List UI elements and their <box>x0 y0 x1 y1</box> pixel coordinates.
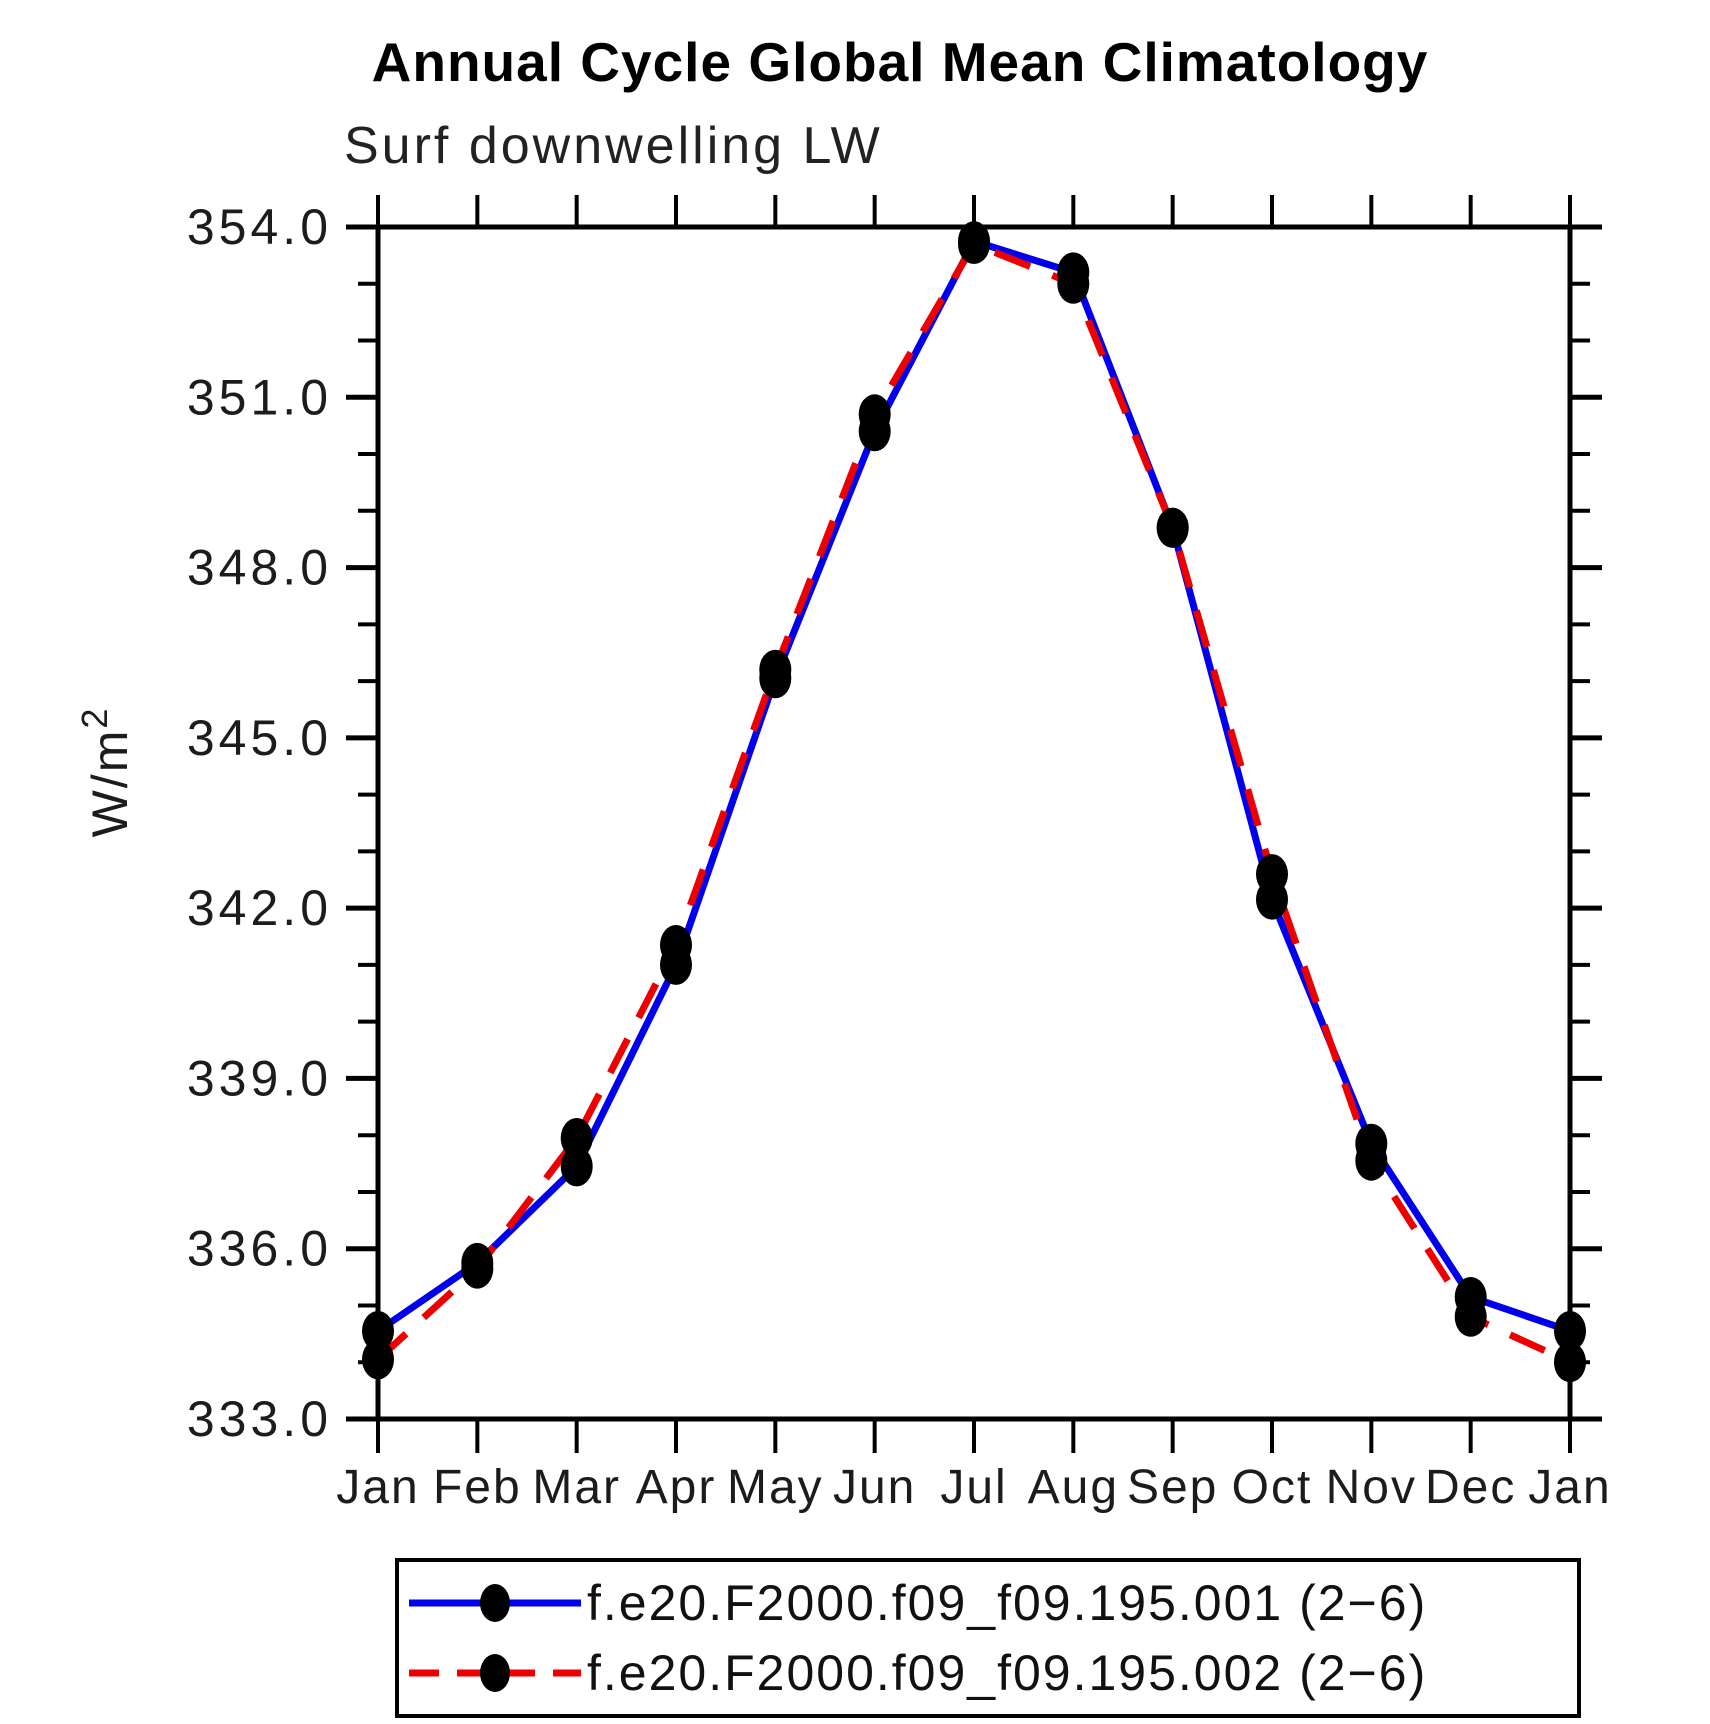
data-point-marker-series-2 <box>560 1118 593 1158</box>
legend-label-series-1: f.e20.F2000.f09_f09.195.001 (2−6) <box>587 1575 1428 1631</box>
data-point-marker-series-2 <box>1057 263 1090 304</box>
x-tick-label: Nov <box>1326 1461 1417 1514</box>
y-axis-label: W/m2 <box>74 707 138 838</box>
data-point-marker-series-2 <box>1554 1342 1586 1383</box>
data-point-marker-series-1 <box>362 1311 394 1351</box>
data-point-marker-series-2 <box>362 1339 394 1380</box>
data-point-marker-series-2 <box>660 925 692 965</box>
data-point-marker-series-1 <box>1554 1311 1586 1351</box>
x-tick-label: Aug <box>1028 1461 1119 1514</box>
axis-frame <box>375 224 1573 1422</box>
y-tick-label: 345.0 <box>187 710 332 766</box>
y-tick-label: 339.0 <box>187 1050 332 1106</box>
data-point-marker-series-2 <box>759 649 792 690</box>
x-tick-label: Mar <box>532 1461 621 1514</box>
x-tick-label: Sep <box>1127 1461 1218 1514</box>
y-tick-label: 342.0 <box>187 880 332 936</box>
x-tick-label: Dec <box>1425 1461 1516 1514</box>
data-point-marker-series-2 <box>1156 507 1189 548</box>
legend-row-series-1: f.e20.F2000.f09_f09.195.001 (2−6) <box>399 1568 1577 1638</box>
legend-label-series-2: f.e20.F2000.f09_f09.195.002 (2−6) <box>587 1645 1428 1701</box>
x-tick-label: May <box>727 1461 824 1514</box>
x-tick-label: Jul <box>940 1461 1007 1514</box>
data-point-marker-series-2 <box>858 394 891 435</box>
chart-subtitle: Surf downwelling LW <box>344 117 883 175</box>
series-line-2 <box>375 240 1572 1366</box>
chart-title: Annual Cycle Global Mean Climatology <box>371 31 1429 93</box>
data-point-marker-series-1 <box>560 1146 593 1187</box>
x-tick-label: Jan <box>336 1461 419 1514</box>
y-tick-label: 333.0 <box>187 1391 332 1447</box>
data-point-marker-series-2 <box>958 224 990 264</box>
x-tick-label: Apr <box>636 1461 717 1514</box>
data-point-marker-series-2 <box>1454 1296 1487 1337</box>
legend-row-series-2: f.e20.F2000.f09_f09.195.002 (2−6) <box>399 1638 1577 1708</box>
x-tick-label: Jan <box>1528 1461 1611 1514</box>
x-tick-label: Oct <box>1232 1461 1313 1514</box>
data-point-marker-series-2 <box>461 1248 494 1289</box>
y-tick-label: 354.0 <box>187 199 332 255</box>
data-point-marker-series-2 <box>1256 854 1288 895</box>
x-tick-label: Jun <box>833 1461 916 1514</box>
y-tick-label: 351.0 <box>187 369 332 425</box>
legend: f.e20.F2000.f09_f09.195.001 (2−6) f.e20.… <box>395 1558 1581 1718</box>
legend-line-sample-dashed-icon <box>409 1654 581 1692</box>
data-point-marker-series-2 <box>1355 1140 1388 1181</box>
y-tick-label: 348.0 <box>187 540 332 596</box>
x-tick-label: Feb <box>433 1461 522 1514</box>
y-tick-label: 336.0 <box>187 1221 332 1277</box>
legend-line-sample-solid-icon <box>409 1584 581 1622</box>
